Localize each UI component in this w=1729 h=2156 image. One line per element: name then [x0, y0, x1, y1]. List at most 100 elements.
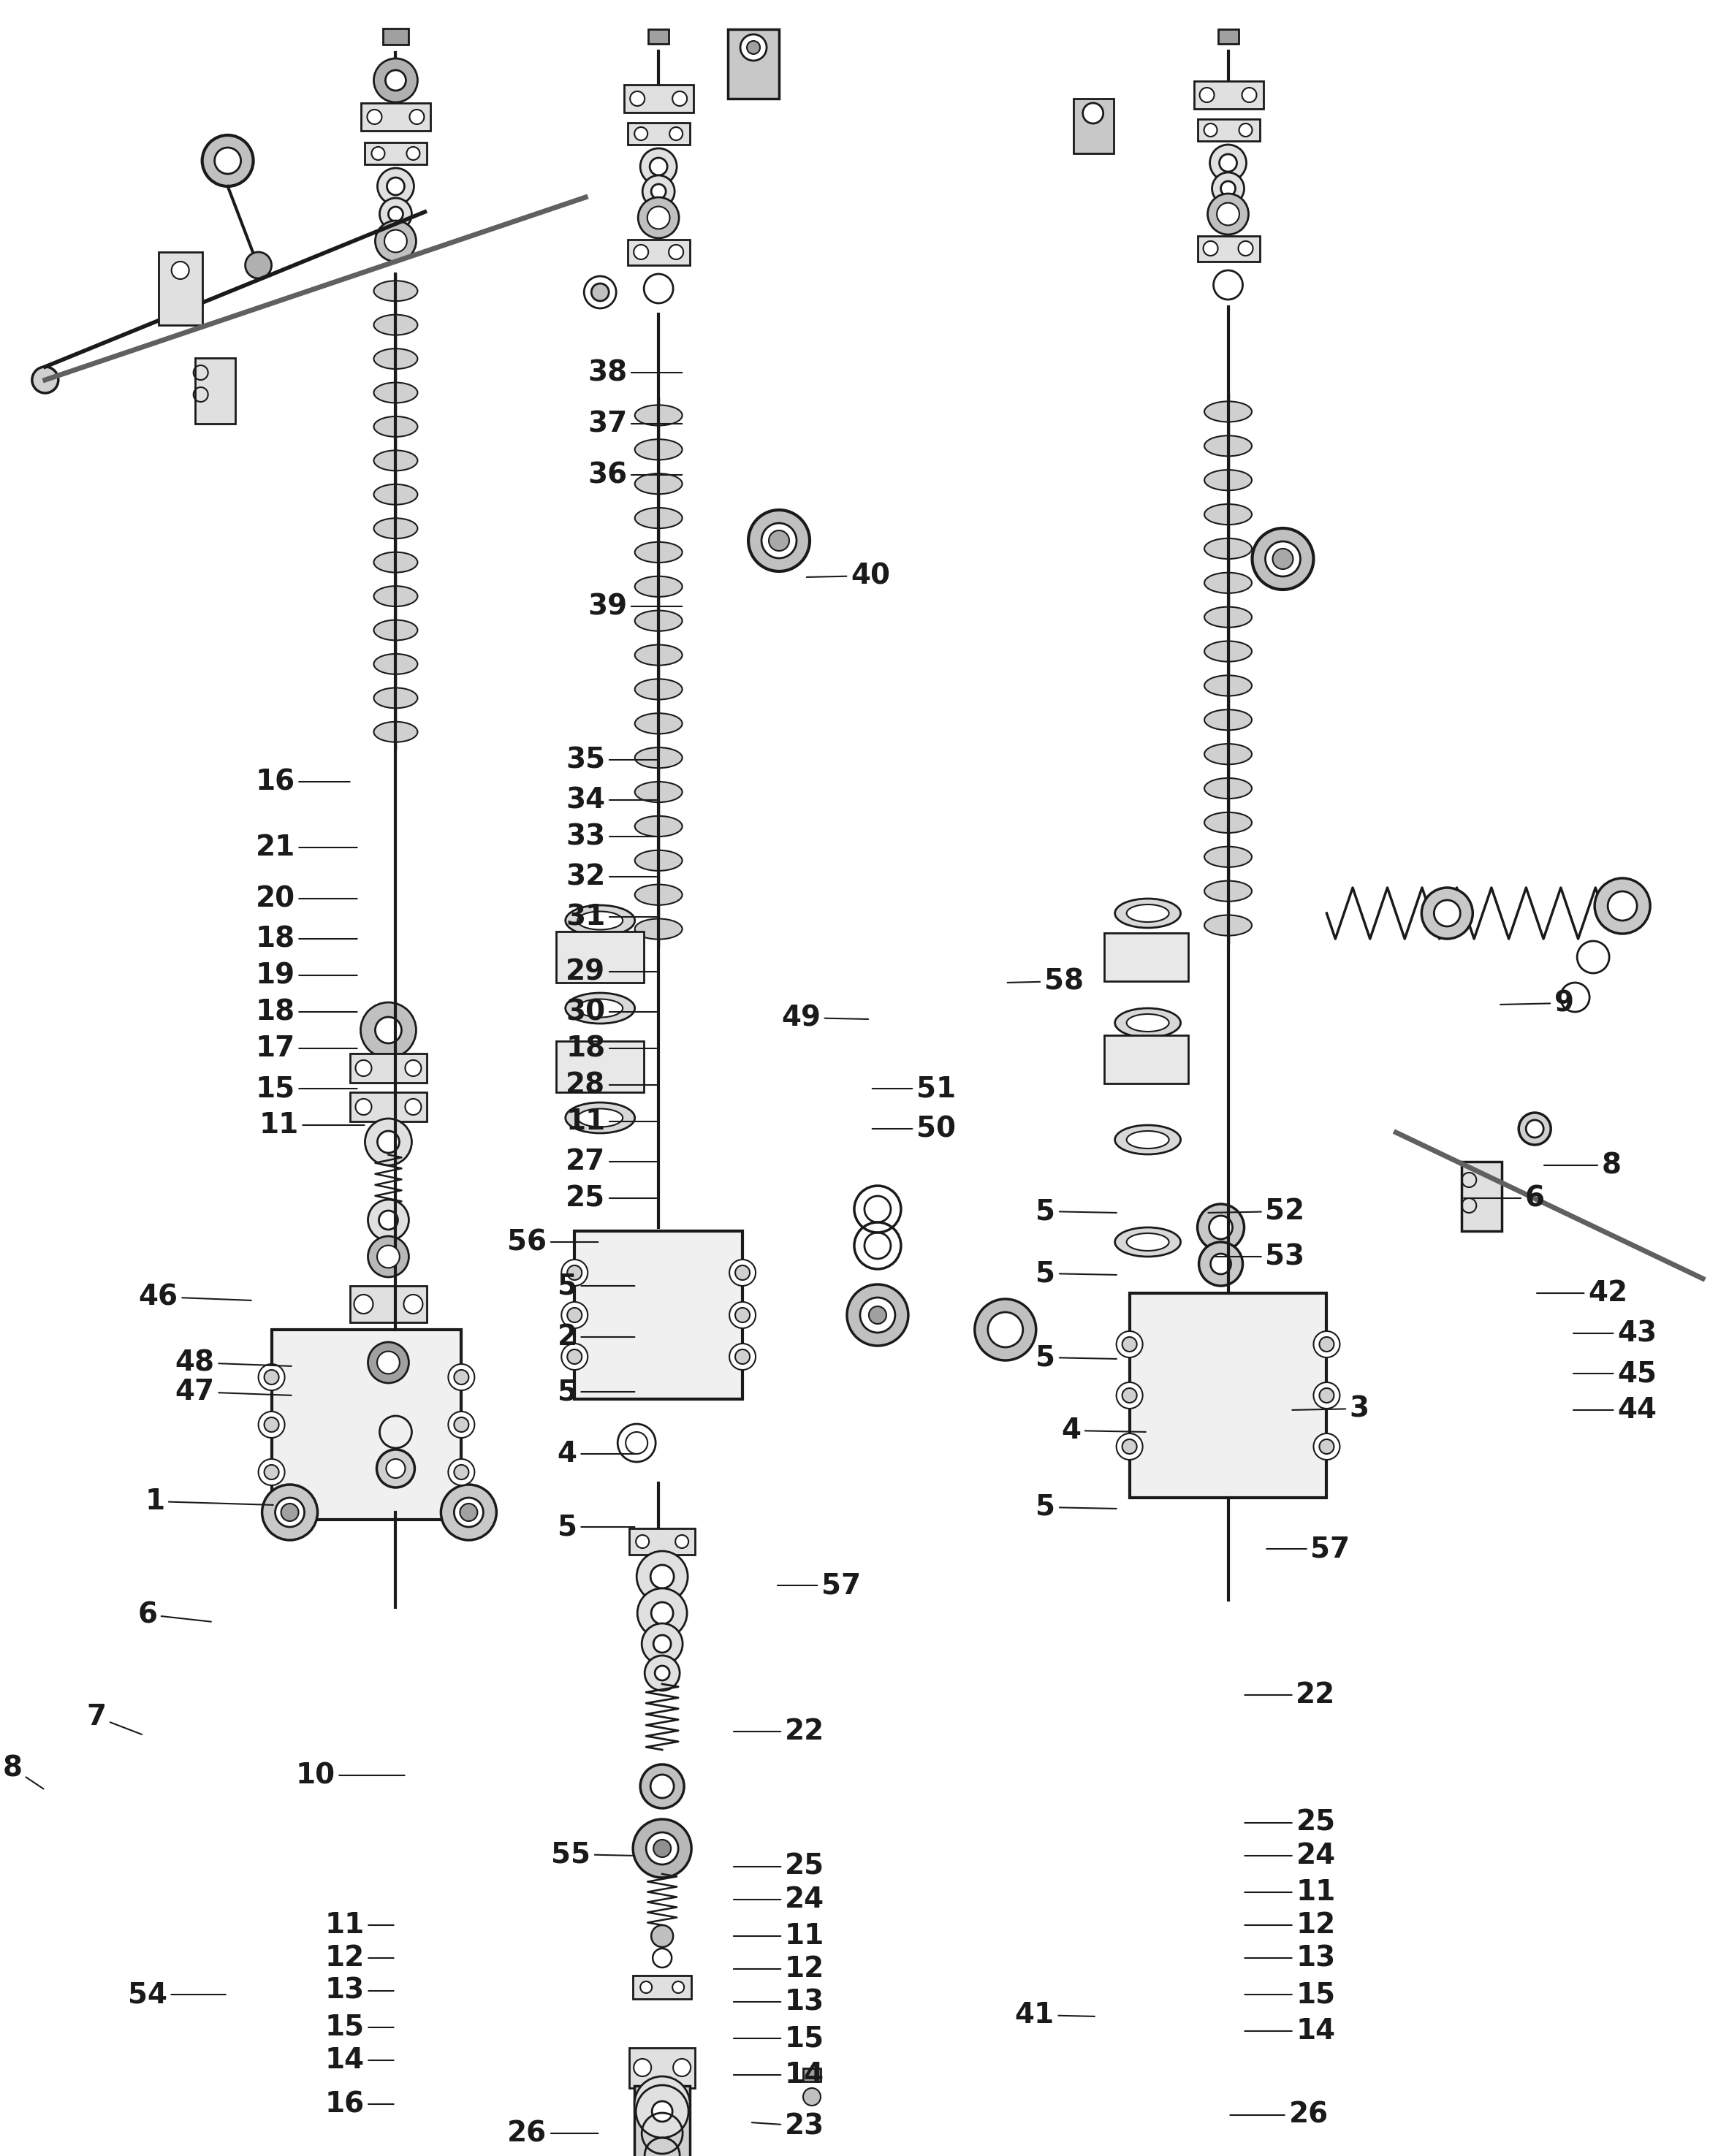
Circle shape [638, 1589, 686, 1639]
Ellipse shape [373, 552, 418, 573]
Circle shape [1203, 241, 1217, 257]
Ellipse shape [1205, 401, 1252, 423]
Ellipse shape [1205, 573, 1252, 593]
Circle shape [1314, 1382, 1340, 1408]
Circle shape [1314, 1330, 1340, 1358]
Text: 13: 13 [1245, 1945, 1335, 1973]
Bar [728, 30, 780, 99]
Text: 45: 45 [1573, 1360, 1656, 1388]
Circle shape [641, 1623, 683, 1664]
Circle shape [1200, 88, 1214, 101]
Circle shape [448, 1412, 474, 1438]
Circle shape [654, 1634, 671, 1654]
Circle shape [405, 1100, 422, 1115]
Ellipse shape [373, 280, 418, 302]
Circle shape [859, 1298, 896, 1332]
Circle shape [386, 1460, 405, 1479]
Circle shape [405, 1061, 422, 1076]
Circle shape [562, 1259, 588, 1285]
Circle shape [640, 1981, 652, 1992]
Ellipse shape [1115, 1125, 1181, 1153]
Ellipse shape [565, 1102, 635, 1134]
Text: 41: 41 [1015, 2001, 1094, 2029]
Circle shape [584, 276, 616, 308]
Circle shape [1527, 1119, 1544, 1138]
Circle shape [1241, 88, 1257, 101]
Text: 13: 13 [325, 1977, 394, 2005]
Ellipse shape [1205, 539, 1252, 558]
Text: 35: 35 [565, 746, 657, 774]
Circle shape [640, 1764, 685, 1809]
Ellipse shape [1115, 1227, 1181, 1257]
Bar [628, 123, 690, 144]
Ellipse shape [373, 621, 418, 640]
Circle shape [655, 1667, 669, 1680]
Ellipse shape [373, 315, 418, 334]
Text: 24: 24 [733, 1886, 825, 1912]
Circle shape [654, 1839, 671, 1856]
Text: 7: 7 [86, 1703, 142, 1733]
Circle shape [769, 530, 788, 552]
Ellipse shape [1205, 778, 1252, 798]
Bar [624, 84, 693, 112]
Circle shape [403, 1294, 422, 1313]
Circle shape [802, 2087, 821, 2106]
Circle shape [377, 168, 413, 205]
Bar [1461, 1162, 1503, 1231]
Circle shape [1238, 241, 1254, 257]
Text: 14: 14 [1245, 2018, 1335, 2044]
Text: 58: 58 [1008, 968, 1084, 996]
Ellipse shape [373, 485, 418, 505]
Circle shape [246, 252, 271, 278]
Circle shape [635, 246, 648, 259]
Circle shape [373, 58, 418, 101]
Text: 14: 14 [325, 2046, 394, 2074]
Text: 12: 12 [1245, 1910, 1335, 1938]
Text: 14: 14 [733, 2061, 825, 2089]
Ellipse shape [1205, 847, 1252, 867]
Circle shape [265, 1464, 278, 1479]
Text: 27: 27 [565, 1147, 657, 1175]
Circle shape [368, 1343, 408, 1382]
Bar [195, 358, 235, 425]
Circle shape [389, 207, 403, 222]
Circle shape [1273, 548, 1293, 569]
Ellipse shape [635, 783, 683, 802]
Ellipse shape [635, 884, 683, 906]
Ellipse shape [565, 906, 635, 936]
Text: 16: 16 [325, 2091, 394, 2117]
Text: 18: 18 [256, 925, 358, 953]
Circle shape [1210, 1253, 1231, 1274]
Circle shape [372, 147, 386, 160]
Text: 12: 12 [733, 1955, 825, 1984]
Circle shape [1608, 890, 1637, 921]
Circle shape [669, 246, 683, 259]
Circle shape [455, 1464, 469, 1479]
Circle shape [377, 1132, 399, 1153]
Circle shape [448, 1460, 474, 1485]
Bar [1103, 934, 1188, 981]
Circle shape [354, 1294, 373, 1313]
Text: 5: 5 [1036, 1259, 1117, 1287]
Bar [648, 30, 669, 43]
Ellipse shape [1115, 899, 1181, 927]
Ellipse shape [635, 541, 683, 563]
Circle shape [410, 110, 424, 125]
Ellipse shape [373, 688, 418, 707]
Bar [1198, 119, 1259, 140]
Text: 6: 6 [1464, 1184, 1544, 1212]
Ellipse shape [1205, 505, 1252, 524]
Circle shape [406, 147, 420, 160]
Ellipse shape [635, 576, 683, 597]
Text: 48: 48 [175, 1350, 292, 1376]
Circle shape [636, 1550, 688, 1602]
Circle shape [258, 1460, 285, 1485]
Ellipse shape [1127, 1132, 1169, 1149]
Text: 21: 21 [256, 834, 358, 862]
Ellipse shape [577, 1108, 622, 1128]
Circle shape [740, 34, 766, 60]
Circle shape [567, 1309, 583, 1322]
Circle shape [448, 1365, 474, 1391]
Text: 8: 8 [2, 1755, 43, 1789]
Text: 42: 42 [1537, 1279, 1627, 1307]
